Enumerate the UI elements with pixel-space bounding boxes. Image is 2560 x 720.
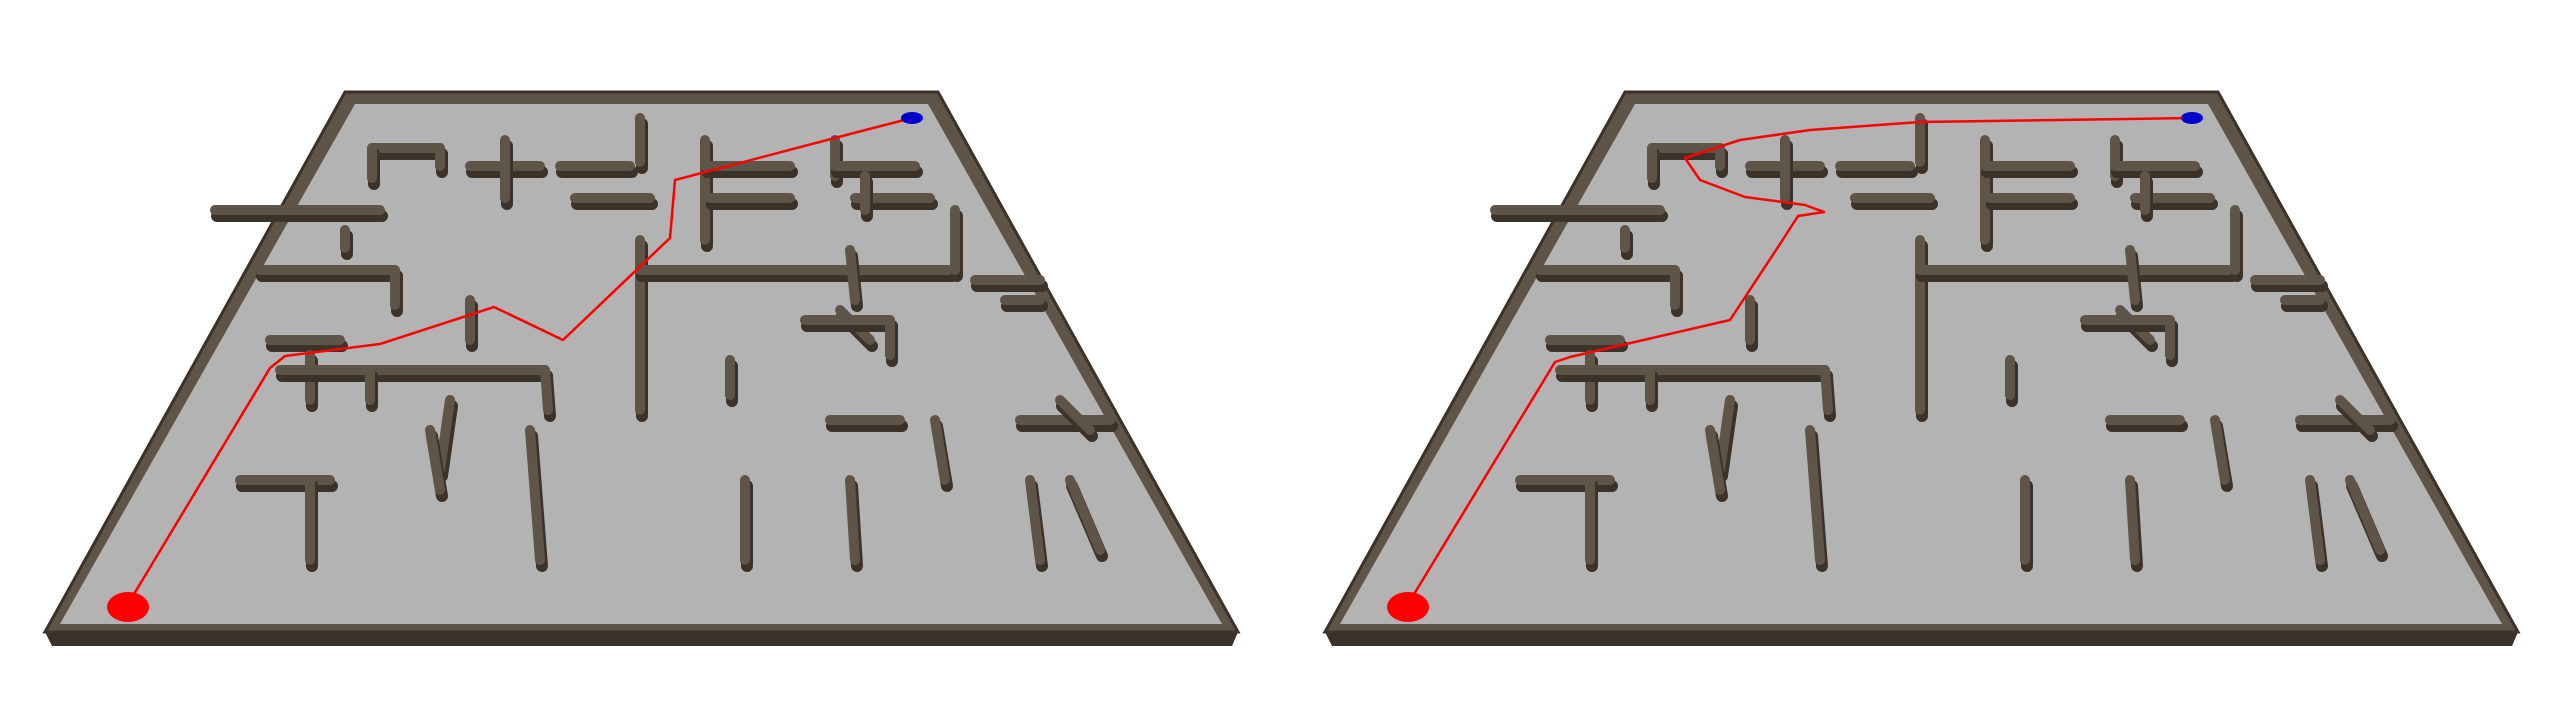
maze-wall bbox=[1705, 425, 1725, 495]
maze-board-group bbox=[42, 90, 1241, 646]
maze-wall bbox=[2125, 245, 2140, 305]
maze-wall bbox=[540, 365, 553, 415]
maze-wall bbox=[845, 475, 860, 565]
maze-wall bbox=[425, 425, 445, 495]
maze-wall bbox=[2345, 475, 2385, 555]
start-marker bbox=[107, 592, 149, 622]
start-marker bbox=[1387, 592, 1429, 622]
maze-wall bbox=[1055, 395, 1095, 435]
maze-wall bbox=[1065, 475, 1105, 555]
maze-wall bbox=[930, 415, 950, 485]
left-maze-board bbox=[42, 90, 1241, 646]
maze-wall bbox=[2305, 475, 2325, 565]
right-maze-board bbox=[1322, 90, 2521, 646]
maze-board-group bbox=[1322, 90, 2521, 646]
solution-path bbox=[126, 116, 913, 605]
maze-front-edge bbox=[45, 632, 1238, 646]
right-maze-panel bbox=[1280, 0, 2560, 720]
maze-wall bbox=[1820, 365, 1833, 415]
goal-marker bbox=[2181, 112, 2203, 124]
maze-wall bbox=[2335, 395, 2375, 435]
solution-path bbox=[1406, 116, 2193, 605]
goal-marker bbox=[901, 112, 923, 124]
maze-wall bbox=[2125, 475, 2140, 565]
maze-wall bbox=[1025, 475, 1045, 565]
maze-wall bbox=[525, 425, 545, 565]
left-maze-panel bbox=[42, 90, 1241, 646]
maze-wall bbox=[2210, 415, 2230, 485]
maze-front-edge bbox=[1325, 632, 2518, 646]
maze-wall bbox=[1805, 425, 1825, 565]
maze-wall bbox=[845, 245, 860, 305]
